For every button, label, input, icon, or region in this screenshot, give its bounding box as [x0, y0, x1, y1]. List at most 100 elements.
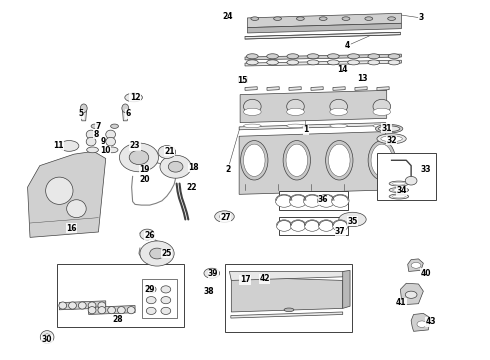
Ellipse shape [289, 194, 307, 207]
Text: 29: 29 [145, 285, 155, 294]
Ellipse shape [342, 17, 350, 21]
Text: 15: 15 [237, 76, 248, 85]
Ellipse shape [405, 291, 417, 298]
Ellipse shape [392, 182, 405, 185]
Ellipse shape [388, 60, 400, 65]
Polygon shape [89, 306, 135, 315]
Ellipse shape [331, 194, 349, 207]
Text: 35: 35 [347, 217, 358, 226]
Text: 43: 43 [425, 317, 436, 326]
Text: 5: 5 [79, 109, 84, 118]
Ellipse shape [368, 60, 380, 65]
Ellipse shape [161, 307, 171, 315]
Text: 11: 11 [53, 141, 64, 150]
Ellipse shape [373, 99, 391, 114]
Ellipse shape [246, 60, 258, 65]
Ellipse shape [106, 130, 116, 139]
Ellipse shape [329, 144, 350, 176]
Ellipse shape [365, 17, 373, 21]
Bar [279, 217, 347, 234]
Text: 40: 40 [420, 269, 431, 278]
Text: 26: 26 [145, 231, 155, 240]
Ellipse shape [267, 60, 278, 65]
Ellipse shape [287, 60, 299, 65]
Polygon shape [289, 87, 301, 90]
Polygon shape [231, 277, 343, 312]
Text: 33: 33 [420, 165, 431, 174]
Text: 27: 27 [220, 213, 231, 222]
Ellipse shape [326, 140, 353, 180]
Polygon shape [343, 270, 350, 309]
Polygon shape [240, 90, 387, 123]
Ellipse shape [98, 302, 106, 309]
Text: 13: 13 [357, 74, 368, 83]
Ellipse shape [375, 125, 403, 133]
Ellipse shape [86, 137, 96, 146]
Polygon shape [229, 271, 345, 280]
Polygon shape [245, 54, 401, 60]
Ellipse shape [330, 99, 347, 114]
Ellipse shape [244, 144, 265, 176]
Ellipse shape [327, 54, 339, 59]
Ellipse shape [122, 104, 129, 113]
Ellipse shape [88, 302, 96, 309]
Ellipse shape [284, 308, 294, 312]
Ellipse shape [147, 286, 156, 293]
Polygon shape [245, 32, 400, 39]
Text: 23: 23 [130, 141, 140, 150]
Polygon shape [333, 87, 345, 90]
Ellipse shape [296, 17, 304, 21]
Ellipse shape [286, 144, 308, 176]
Polygon shape [81, 108, 87, 121]
Ellipse shape [150, 248, 164, 259]
Text: 17: 17 [240, 275, 250, 284]
Ellipse shape [147, 297, 156, 304]
Ellipse shape [88, 307, 96, 314]
Ellipse shape [46, 177, 73, 204]
Bar [143, 279, 176, 318]
Polygon shape [122, 108, 128, 121]
Ellipse shape [381, 136, 402, 141]
Ellipse shape [120, 143, 159, 172]
Polygon shape [311, 87, 323, 90]
Polygon shape [408, 259, 423, 271]
Ellipse shape [405, 176, 417, 185]
Ellipse shape [283, 140, 311, 180]
Ellipse shape [327, 60, 339, 65]
Text: 37: 37 [335, 228, 345, 237]
Ellipse shape [78, 302, 86, 309]
Ellipse shape [339, 212, 366, 226]
Ellipse shape [330, 108, 347, 116]
Ellipse shape [275, 194, 293, 207]
Ellipse shape [127, 307, 135, 314]
Ellipse shape [98, 307, 106, 314]
Ellipse shape [44, 334, 50, 340]
Ellipse shape [378, 126, 400, 132]
Ellipse shape [215, 211, 234, 222]
Text: 20: 20 [140, 175, 150, 184]
Text: 19: 19 [140, 166, 150, 175]
Ellipse shape [140, 229, 155, 240]
Bar [57, 264, 184, 327]
Text: 2: 2 [225, 165, 230, 174]
Ellipse shape [161, 286, 171, 293]
Ellipse shape [318, 194, 335, 207]
Ellipse shape [67, 200, 86, 218]
Ellipse shape [111, 124, 119, 129]
Text: 32: 32 [386, 136, 397, 145]
Ellipse shape [69, 302, 76, 309]
Text: 41: 41 [396, 298, 407, 307]
Ellipse shape [106, 147, 118, 153]
Polygon shape [27, 151, 106, 237]
Bar [225, 264, 352, 332]
Ellipse shape [371, 144, 392, 176]
Bar [377, 153, 436, 200]
Ellipse shape [377, 134, 406, 144]
Ellipse shape [129, 150, 149, 165]
Ellipse shape [244, 108, 261, 116]
Ellipse shape [318, 220, 334, 231]
Ellipse shape [287, 124, 304, 128]
Ellipse shape [106, 137, 116, 146]
Ellipse shape [267, 54, 278, 59]
Ellipse shape [147, 307, 156, 315]
